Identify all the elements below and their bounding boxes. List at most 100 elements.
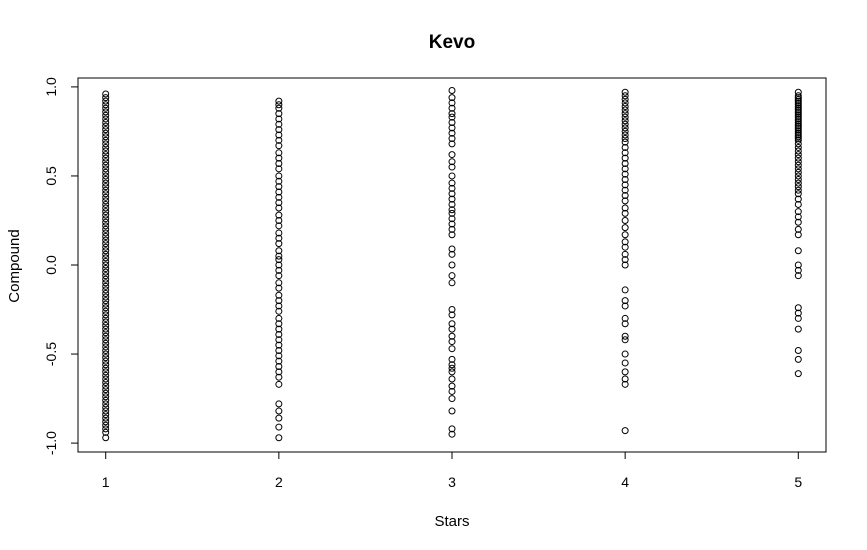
data-point bbox=[275, 346, 283, 354]
data-point bbox=[275, 266, 283, 274]
data-point bbox=[102, 297, 110, 305]
data-point bbox=[102, 343, 110, 351]
data-point bbox=[621, 238, 629, 246]
data-point bbox=[102, 143, 110, 151]
data-point bbox=[275, 165, 283, 173]
data-point bbox=[621, 261, 629, 269]
data-point bbox=[102, 393, 110, 401]
data-point bbox=[621, 286, 629, 294]
data-point bbox=[794, 355, 802, 363]
data-point bbox=[102, 154, 110, 162]
data-point bbox=[102, 240, 110, 248]
data-point bbox=[102, 364, 110, 372]
x-axis-label: Stars bbox=[434, 513, 469, 530]
data-point bbox=[102, 97, 110, 105]
data-point bbox=[448, 311, 456, 319]
data-point bbox=[102, 382, 110, 390]
data-point bbox=[448, 113, 456, 121]
data-point bbox=[621, 106, 629, 114]
data-point bbox=[794, 176, 802, 184]
data-point bbox=[102, 332, 110, 340]
data-point bbox=[621, 102, 629, 110]
data-point bbox=[102, 204, 110, 212]
data-point bbox=[448, 338, 456, 346]
data-point bbox=[794, 165, 802, 173]
data-point bbox=[448, 158, 456, 166]
data-point bbox=[275, 423, 283, 431]
data-point bbox=[102, 396, 110, 404]
data-point bbox=[102, 122, 110, 130]
data-point bbox=[102, 411, 110, 419]
data-point bbox=[275, 159, 283, 167]
data-point bbox=[102, 218, 110, 226]
data-point bbox=[275, 115, 283, 123]
data-point bbox=[275, 380, 283, 388]
data-point bbox=[102, 428, 110, 436]
data-point bbox=[794, 140, 802, 148]
data-point bbox=[102, 247, 110, 255]
data-point bbox=[794, 147, 802, 155]
x-tick-label: 5 bbox=[794, 474, 802, 490]
data-point bbox=[448, 375, 456, 383]
data-point bbox=[794, 154, 802, 162]
y-tick-label: 1.0 bbox=[43, 77, 59, 97]
data-point bbox=[448, 355, 456, 363]
data-point bbox=[102, 250, 110, 258]
data-point bbox=[621, 231, 629, 239]
data-point bbox=[448, 184, 456, 192]
data-point bbox=[621, 113, 629, 121]
data-point bbox=[102, 268, 110, 276]
data-point bbox=[275, 256, 283, 264]
data-point bbox=[102, 407, 110, 415]
data-point bbox=[102, 318, 110, 326]
data-point bbox=[275, 272, 283, 280]
data-point bbox=[621, 170, 629, 178]
data-point bbox=[621, 197, 629, 205]
data-point bbox=[621, 216, 629, 224]
data-point bbox=[102, 336, 110, 344]
data-point bbox=[621, 138, 629, 146]
data-point bbox=[621, 332, 629, 340]
data-point bbox=[102, 136, 110, 144]
data-point bbox=[448, 190, 456, 198]
data-point bbox=[621, 88, 629, 96]
data-point bbox=[275, 357, 283, 365]
data-point bbox=[621, 224, 629, 232]
data-point bbox=[275, 204, 283, 212]
data-point bbox=[448, 215, 456, 223]
data-point bbox=[621, 120, 629, 128]
data-point bbox=[102, 339, 110, 347]
data-point bbox=[102, 300, 110, 308]
data-point bbox=[621, 165, 629, 173]
data-point bbox=[448, 99, 456, 107]
data-point bbox=[102, 129, 110, 137]
data-point bbox=[621, 117, 629, 125]
data-point bbox=[275, 325, 283, 333]
data-point bbox=[275, 330, 283, 338]
data-point bbox=[275, 279, 283, 287]
data-point bbox=[794, 158, 802, 166]
data-point bbox=[102, 400, 110, 408]
y-tick-label: -0.5 bbox=[43, 342, 59, 366]
data-points bbox=[102, 86, 802, 442]
data-point bbox=[102, 282, 110, 290]
data-point bbox=[102, 279, 110, 287]
data-point bbox=[275, 261, 283, 269]
data-point bbox=[275, 199, 283, 207]
data-point bbox=[794, 172, 802, 180]
data-point bbox=[448, 368, 456, 376]
data-point bbox=[794, 143, 802, 151]
data-point bbox=[448, 395, 456, 403]
data-point bbox=[102, 225, 110, 233]
data-point bbox=[448, 345, 456, 353]
data-point bbox=[102, 325, 110, 333]
data-point bbox=[102, 229, 110, 237]
data-point bbox=[794, 136, 802, 144]
data-point bbox=[621, 192, 629, 200]
data-point bbox=[102, 147, 110, 155]
data-point bbox=[448, 430, 456, 438]
data-point bbox=[621, 297, 629, 305]
data-point bbox=[275, 177, 283, 185]
data-point bbox=[102, 311, 110, 319]
